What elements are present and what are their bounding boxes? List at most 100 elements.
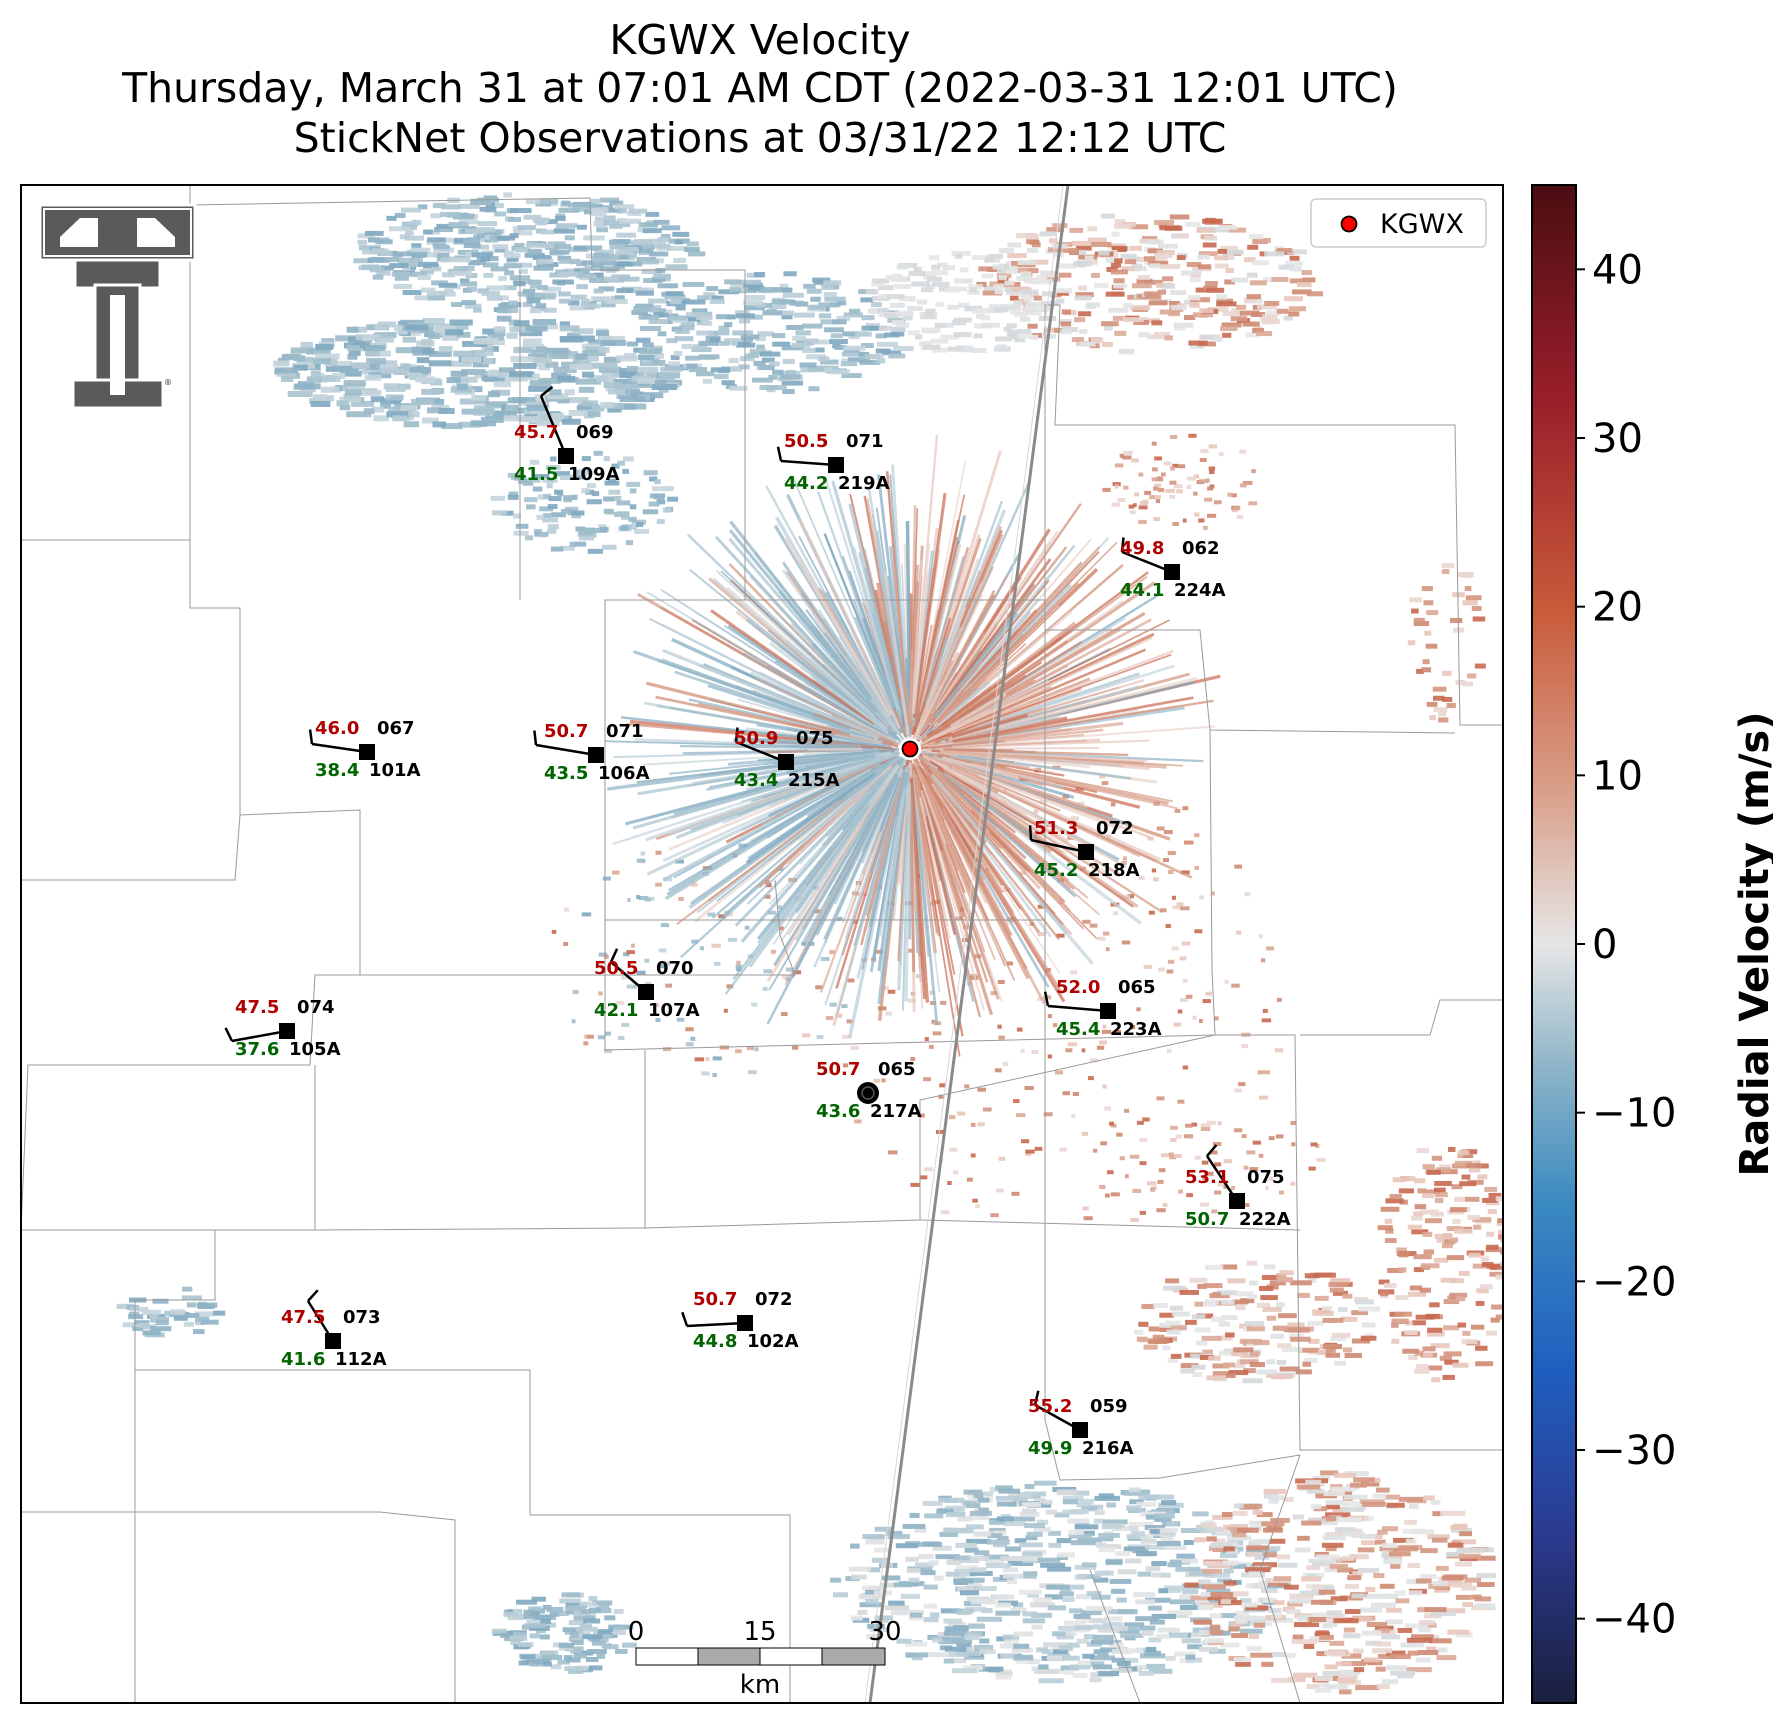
station-wind-direction: 072 [755,1289,793,1310]
wind-barb [535,743,597,757]
velocity-echoes [116,192,1503,1695]
station-marker [588,747,604,763]
colorbar-tick-label: −30 [1592,1428,1676,1474]
station-223A: 52.0 065 45.4 223A [1043,977,1162,1040]
highway-line [868,185,1070,1703]
station-id: 224A [1174,580,1226,601]
station-dewpoint: 38.4 [315,760,359,781]
map-frame [20,184,1504,1704]
county-boundaries [21,185,1503,1703]
wind-barb [686,1321,746,1328]
station-wind-direction: 075 [796,728,834,749]
station-id: 102A [747,1331,799,1352]
station-dewpoint: 43.4 [734,770,778,791]
station-temperature: 50.5 [784,431,828,452]
station-wind-direction: 062 [1182,538,1220,559]
station-107A: 50.5 070 42.1 107A [594,948,700,1021]
station-temperature: 51.3 [1034,818,1078,839]
station-temperature: 53.1 [1185,1167,1229,1188]
station-id: 105A [289,1039,341,1060]
station-marker [1072,1422,1088,1438]
colorbar-tick-label: −20 [1592,1259,1676,1305]
station-id: 215A [788,770,840,791]
station-marker [1229,1193,1245,1209]
station-id: 222A [1239,1209,1291,1230]
colorbar-tick-label: 30 [1592,416,1643,462]
station-temperature: 46.0 [315,718,359,739]
station-217A: 50.7 065 43.6 217A [816,1059,922,1122]
wind-barb [539,395,568,457]
colorbar-tick-label: −10 [1592,1091,1676,1137]
scale-unit: km [740,1670,780,1700]
station-id: 109A [568,464,620,485]
station-temperature: 50.5 [594,958,638,979]
station-dewpoint: 50.7 [1185,1209,1229,1230]
station-temperature: 52.0 [1056,977,1100,998]
station-222A: 53.1 075 50.7 222A [1185,1144,1291,1230]
station-temperature: 50.7 [544,721,588,742]
station-temperature: 49.8 [1120,538,1164,559]
wind-barb [735,740,787,764]
station-105A: 47.5 074 37.6 105A [224,997,341,1060]
map-legend: KGWX [1310,198,1487,248]
station-marker [359,744,375,760]
scale-bar: 0 15 30 km [628,1617,902,1700]
title-line-2: Thursday, March 31 at 07:01 AM CDT (2022… [122,64,1398,112]
station-wind-direction: 070 [656,958,694,979]
station-dewpoint: 43.5 [544,763,588,784]
station-216A: 55.2 059 49.9 216A [1028,1390,1134,1459]
title-line-1: KGWX Velocity [609,16,911,64]
station-temperature: 47.5 [281,1307,325,1328]
title-line-3: StickNet Observations at 03/31/22 12:12 … [293,114,1227,162]
station-218A: 51.3 072 45.2 218A [1028,818,1140,881]
scale-label-15: 15 [743,1617,776,1647]
station-dewpoint: 45.2 [1034,860,1078,881]
calm-wind-marker [857,1082,879,1104]
legend-marker-icon [1340,215,1358,233]
station-dewpoint: 45.4 [1056,1019,1100,1040]
station-dewpoint: 44.1 [1120,580,1164,601]
wind-barb [311,742,368,754]
station-dewpoint: 41.6 [281,1349,325,1370]
colorbar-tick-label: 0 [1592,922,1617,968]
station-112A: 47.5 073 41.6 112A [281,1289,387,1370]
station-215A: 50.9 075 43.4 215A [734,727,840,791]
station-wind-direction: 073 [343,1307,381,1328]
colorbar-tick-label: 20 [1592,585,1643,631]
scale-label-0: 0 [628,1617,645,1647]
station-id: 223A [1110,1019,1162,1040]
station-temperature: 45.7 [514,422,558,443]
station-wind-direction: 071 [606,721,644,742]
station-dewpoint: 42.1 [594,1000,638,1021]
station-marker [778,754,794,770]
wind-barb [1030,838,1087,854]
wind-barb [1047,1004,1109,1013]
station-id: 217A [870,1101,922,1122]
station-wind-direction: 072 [1096,818,1134,839]
scale-label-30: 30 [868,1617,901,1647]
station-102A: 50.7 072 44.8 102A [681,1289,799,1352]
wind-barb [780,459,837,467]
station-id: 107A [648,1000,700,1021]
sticknet-stations: 45.7 069 41.5 109A 50.5 071 44.2 219A 49.8 062 44.… [224,385,1291,1459]
station-marker [1164,564,1180,580]
station-wind-direction: 071 [846,431,884,452]
station-marker [828,457,844,473]
station-marker [325,1333,341,1349]
colorbar-tick-label: −40 [1592,1597,1676,1643]
station-id: 219A [838,473,890,494]
station-109A: 45.7 069 41.5 109A [514,385,620,485]
station-id: 101A [369,760,421,781]
station-wind-direction: 074 [297,997,335,1018]
station-101A: 46.0 067 38.4 101A [308,718,421,781]
station-wind-direction: 065 [1118,977,1156,998]
station-wind-direction: 067 [377,718,415,739]
station-id: 218A [1088,860,1140,881]
station-marker [279,1023,295,1039]
colorbar-tick-label: 10 [1592,753,1643,799]
station-wind-direction: 065 [878,1059,916,1080]
station-dewpoint: 49.9 [1028,1438,1072,1459]
station-dewpoint: 43.6 [816,1101,860,1122]
station-id: 216A [1082,1438,1134,1459]
